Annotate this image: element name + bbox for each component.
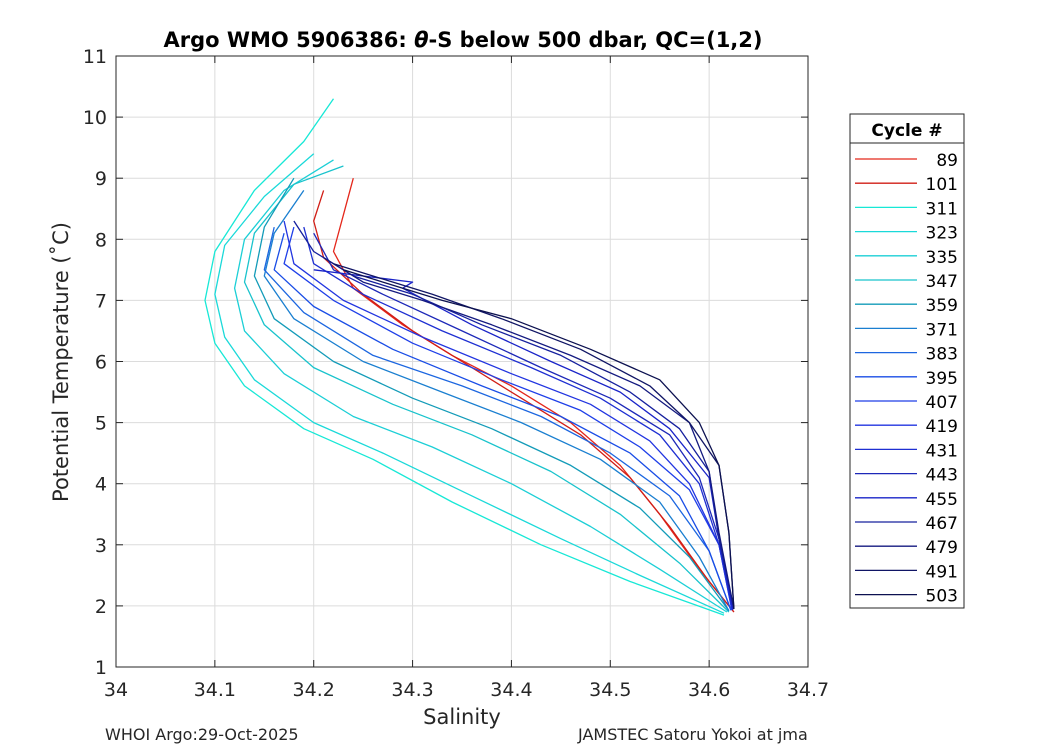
- series-line-cycle-383: [263, 226, 732, 611]
- legend-label-cycle-347: 347: [926, 272, 958, 292]
- series-line-cycle-311: [204, 98, 725, 616]
- series-line-cycle-467: [293, 220, 735, 610]
- series-line-cycle-407: [283, 226, 733, 611]
- y-tick-label: 5: [95, 413, 107, 435]
- x-tick-label: 34.1: [194, 679, 236, 701]
- x-tick-label: 34.4: [490, 679, 532, 701]
- series-line-cycle-503: [343, 269, 735, 610]
- y-tick-label: 1: [95, 657, 107, 679]
- x-axis-label: Salinity: [423, 705, 501, 729]
- legend-box: [849, 113, 965, 609]
- x-tick-label: 34.7: [787, 679, 829, 701]
- legend-label-cycle-101: 101: [926, 175, 958, 195]
- legend-label-cycle-335: 335: [926, 248, 958, 268]
- series-line-cycle-419: [283, 220, 733, 610]
- x-tick-label: 34.3: [391, 679, 433, 701]
- legend-label-cycle-359: 359: [926, 296, 958, 316]
- series-line-cycle-371: [263, 190, 730, 612]
- y-tick-label: 10: [83, 107, 107, 129]
- legend-label-cycle-503: 503: [926, 587, 958, 607]
- series-line-cycle-455: [313, 269, 734, 610]
- x-tick-label: 34.6: [688, 679, 730, 701]
- series-line-cycle-347: [243, 165, 730, 613]
- y-tick-label: 11: [83, 46, 107, 68]
- y-tick-label: 7: [95, 290, 107, 312]
- y-tick-label: 4: [95, 474, 107, 496]
- legend-label-cycle-479: 479: [926, 538, 958, 558]
- series-line-cycle-359: [253, 177, 730, 612]
- series-line-cycle-491: [333, 263, 735, 610]
- legend-label-cycle-443: 443: [926, 466, 958, 486]
- series-line-cycle-101: [313, 190, 735, 613]
- legend-label-cycle-455: 455: [926, 490, 958, 510]
- legend-label-cycle-383: 383: [926, 345, 958, 365]
- legend-label-cycle-467: 467: [926, 514, 958, 534]
- y-tick-label: 2: [95, 596, 107, 618]
- series-line-cycle-89: [332, 178, 735, 613]
- footer-credit-left: WHOI Argo:29-Oct-2025: [105, 725, 299, 744]
- legend-label-cycle-395: 395: [926, 369, 958, 389]
- series-line-cycle-335: [233, 159, 728, 613]
- axis-ticks: 34 34.1 34.2 34.3 34.4 34.5 34.6 34.71234567891…: [83, 46, 829, 701]
- data-series: [204, 98, 735, 616]
- x-tick-label: 34: [104, 679, 128, 701]
- legend: Cycle # 89 101 311 323 335 347 359 371 383 395 407…: [849, 113, 965, 609]
- y-tick-label: 9: [95, 168, 107, 190]
- series-line-cycle-443: [313, 232, 734, 610]
- legend-label-cycle-407: 407: [926, 393, 958, 413]
- legend-label-cycle-323: 323: [926, 224, 958, 244]
- footer-credit-right: JAMSTEC Satoru Yokoi at jma: [578, 725, 808, 744]
- y-tick-label: 3: [95, 535, 107, 557]
- legend-label-cycle-311: 311: [926, 199, 958, 219]
- series-line-cycle-323: [214, 153, 725, 614]
- y-tick-label: 6: [95, 352, 107, 374]
- y-axis-label: Potential Temperature (˚C): [49, 222, 73, 502]
- legend-label-cycle-89: 89: [936, 151, 958, 171]
- chart-title: Argo WMO 5906386: θ-S below 500 dbar, QC…: [163, 28, 762, 52]
- legend-label-cycle-371: 371: [926, 320, 958, 340]
- series-line-cycle-395: [273, 233, 732, 611]
- series-line-cycle-431: [303, 226, 734, 610]
- x-tick-label: 34.5: [589, 679, 631, 701]
- legend-label-cycle-491: 491: [926, 562, 958, 582]
- legend-label-cycle-419: 419: [926, 417, 958, 437]
- y-tick-label: 8: [95, 229, 107, 251]
- legend-items: 89 101 311 323 335 347 359 371 383 395 407 419 431 44…: [855, 151, 958, 607]
- series-line-cycle-479: [323, 257, 735, 610]
- legend-title: Cycle #: [871, 121, 942, 141]
- legend-label-cycle-431: 431: [926, 441, 958, 461]
- x-tick-label: 34.2: [293, 679, 335, 701]
